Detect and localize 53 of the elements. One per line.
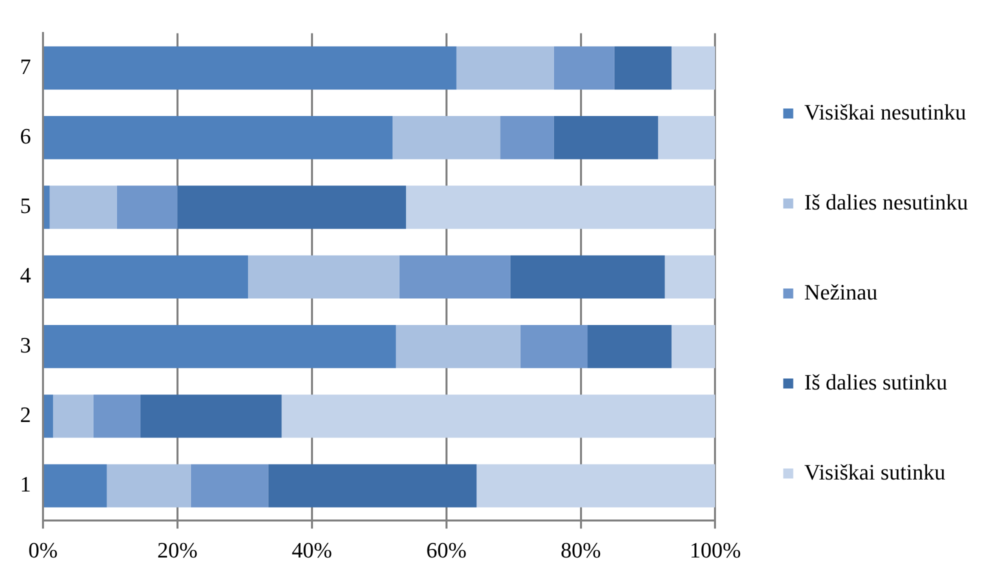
legend-label: Visiškai sutinku [804,459,946,484]
bar [93,394,140,438]
x-tick-label: 20% [157,538,198,563]
bar [672,46,716,90]
y-tick-label: 3 [20,332,31,358]
x-tick-label: 80% [560,538,601,563]
y-tick-label: 5 [20,193,31,218]
legend-label: Visiškai nesutinku [804,99,966,124]
bar [44,394,54,438]
bar [53,394,94,438]
y-tick-label: 2 [20,402,31,427]
x-tick-label: 60% [426,538,467,563]
bar [44,324,396,368]
bar [614,46,672,90]
x-tick-label: 40% [292,538,332,563]
legend-label: Iš dalies nesutinku [804,189,968,214]
y-tick-label: 6 [20,123,31,148]
bar [44,186,50,229]
x-tick-label: 0% [28,538,58,563]
bar [44,116,393,160]
bar [268,464,477,508]
bar [248,255,400,298]
bar [476,464,716,508]
bar [282,394,716,438]
bar [554,116,658,160]
bar [554,46,614,90]
bar [406,186,716,229]
bar [456,46,554,90]
bar [44,464,107,508]
bar [658,116,716,160]
bar [177,186,406,229]
x-tick-label: 100% [690,538,741,563]
bar [500,116,554,160]
bar [116,186,178,229]
bar [190,464,268,508]
y-tick-label: 4 [20,262,31,288]
bar [520,324,588,368]
bar [396,324,520,368]
bar [588,324,672,368]
bar [50,186,117,229]
y-tick-label: 1 [20,472,31,497]
bar [106,464,191,508]
bar [664,255,716,298]
bar [672,324,716,368]
bar [399,255,510,298]
bar [392,116,500,160]
bar [510,255,665,298]
legend-label: Nežinau [804,279,878,304]
bar [44,46,456,90]
bar [140,394,282,438]
legend-label: Iš dalies sutinku [804,369,948,394]
y-tick-label: 7 [20,54,31,79]
bar [44,255,248,298]
